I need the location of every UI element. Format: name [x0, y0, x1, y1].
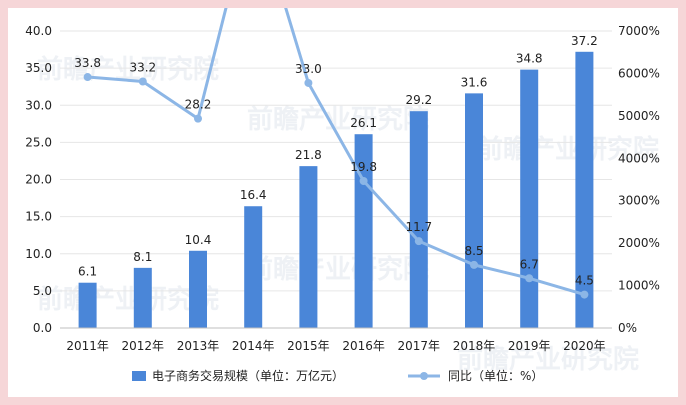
line-value-label: 33.8	[74, 56, 101, 70]
bar	[133, 267, 152, 328]
line-point	[525, 274, 534, 283]
y-left-tick-label: 0.0	[33, 321, 52, 335]
x-tick-label: 2016年	[342, 339, 385, 353]
line-point	[138, 77, 147, 86]
watermark-text: 前瞻产业研究院	[37, 284, 219, 315]
y-left-tick-label: 5.0	[33, 284, 52, 298]
axes-layer: 0.0 5.0 10.0 15.0 20.0 25.0 30.0 35.0 40.0 0% 1000…	[25, 24, 660, 353]
bar-value-label: 8.1	[133, 250, 152, 264]
legend: 电子商务交易规模（单位：万亿元） 同比（单位：%）	[132, 368, 543, 383]
watermark-layer: 前瞻产业研究院前瞻产业研究院前瞻产业研究院前瞻产业研究院前瞻产业研究院前瞻产业研…	[37, 54, 659, 375]
legend-line-label: 同比（单位：%）	[448, 368, 543, 383]
y-left-tick-label: 10.0	[25, 247, 52, 261]
bar-value-label: 26.1	[350, 116, 377, 130]
bar-value-label: 10.4	[185, 233, 212, 247]
legend-bar-swatch	[132, 371, 146, 381]
line-point	[304, 78, 313, 87]
legend-bar-label: 电子商务交易规模（单位：万亿元）	[152, 368, 344, 383]
bar	[189, 250, 207, 328]
line-value-label: 6.7	[520, 257, 539, 271]
line-value-label: 8.5	[464, 244, 483, 258]
x-tick-label: 2013年	[177, 339, 220, 353]
y-left-tick-label: 30.0	[25, 98, 52, 112]
bar	[299, 166, 318, 328]
y-right-tick-label: 2000%	[618, 236, 660, 250]
x-tick-label: 2011年	[66, 339, 109, 353]
line-series	[83, 8, 589, 299]
x-tick-label: 2017年	[398, 339, 441, 353]
watermark-text: 前瞻产业研究院	[247, 254, 429, 285]
line-value-label: 11.7	[405, 220, 432, 234]
y-left-tick-label: 35.0	[25, 61, 52, 75]
x-tick-label: 2020年	[563, 339, 606, 353]
y-right-tick-label: 5000%	[618, 109, 660, 123]
x-tick-label: 2015年	[287, 339, 330, 353]
y-right-tick-label: 0%	[618, 321, 637, 335]
line-point	[359, 176, 368, 185]
y-right-tick-label: 6000%	[618, 66, 660, 80]
line-value-label: 4.5	[575, 274, 594, 288]
y-right-tick-label: 3000%	[618, 194, 660, 208]
watermark-text: 前瞻产业研究院	[247, 104, 429, 135]
x-tick-label: 2012年	[122, 339, 165, 353]
bar	[520, 69, 539, 329]
bar	[244, 206, 263, 328]
watermark-text: 前瞻产业研究院	[457, 344, 639, 375]
bar-value-label: 34.8	[516, 52, 543, 66]
data-labels: 6.1 8.1 10.4 16.4 21.8 26.1 29.2 31.6 34.8 37.2 33…	[74, 34, 598, 288]
line-value-label: 19.8	[350, 160, 377, 174]
bar	[575, 51, 594, 328]
bar	[78, 282, 97, 328]
legend-line-marker	[420, 372, 428, 380]
bar	[465, 93, 483, 329]
line-value-label: 28.2	[185, 98, 212, 112]
bar-value-label: 16.4	[240, 188, 267, 202]
x-tick-label: 2018年	[453, 339, 496, 353]
bar-value-label: 31.6	[461, 75, 488, 89]
line-point	[414, 237, 423, 246]
bar-series	[78, 51, 594, 329]
chart-canvas: 前瞻产业研究院前瞻产业研究院前瞻产业研究院前瞻产业研究院前瞻产业研究院前瞻产业研…	[25, 8, 660, 383]
bar-value-label: 6.1	[78, 265, 97, 279]
watermark-text: 前瞻产业研究院	[477, 134, 659, 165]
bar-value-label: 21.8	[295, 148, 322, 162]
bar	[409, 111, 428, 328]
line-point	[580, 290, 589, 299]
line-point	[470, 260, 478, 269]
line-point	[194, 114, 202, 123]
line-value-label: 33.2	[129, 60, 156, 74]
y-left-tick-label: 25.0	[25, 135, 52, 149]
line-value-label: 33.0	[295, 62, 322, 76]
line-point	[83, 73, 92, 82]
y-left-tick-label: 40.0	[25, 24, 52, 38]
y-left-tick-label: 20.0	[25, 173, 52, 187]
chart-frame: 前瞻产业研究院 前瞻产业研究院 前瞻产业研究院 前瞻产业研究院 前瞻产业研究院 前瞻产业研…	[8, 8, 678, 397]
y-right-tick-label: 7000%	[618, 24, 660, 38]
x-tick-label: 2019年	[508, 339, 551, 353]
line-path	[87, 8, 585, 297]
x-tick-label: 2014年	[232, 339, 275, 353]
bar-value-label: 37.2	[571, 34, 598, 48]
y-right-tick-label: 1000%	[618, 279, 660, 293]
y-left-tick-label: 15.0	[25, 210, 52, 224]
bar	[354, 134, 373, 328]
y-right-tick-label: 4000%	[618, 151, 660, 165]
bar-value-label: 29.2	[405, 93, 432, 107]
